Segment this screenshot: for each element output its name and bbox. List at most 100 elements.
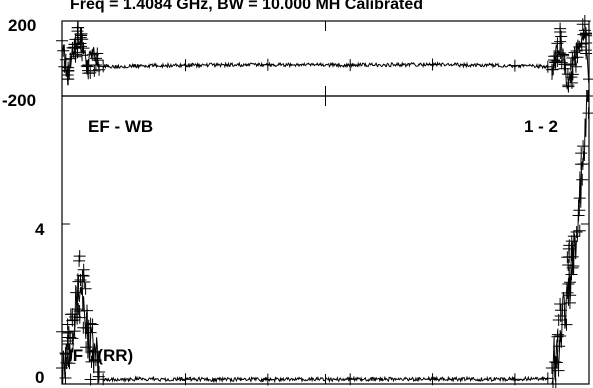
amplitude-scatter-0-26 bbox=[78, 276, 91, 289]
amplitude-scatter-2-5 bbox=[553, 340, 566, 353]
amplitude-scatter-0-16 bbox=[79, 282, 92, 295]
amplitude-scatter-0-0 bbox=[73, 250, 86, 263]
amplitude-scatter-2-6 bbox=[560, 318, 573, 331]
amplitude-scatter-0-38 bbox=[84, 326, 97, 339]
amplitude-scatter-2-31 bbox=[561, 251, 574, 264]
amplitude-scatter-0-9 bbox=[72, 303, 85, 316]
phase-scatter-2-6 bbox=[571, 51, 584, 64]
phase-scatter-0-39 bbox=[76, 33, 89, 46]
phase-scatter-2-23 bbox=[547, 63, 560, 76]
phase-trace-1 bbox=[102, 61, 549, 70]
amplitude-point-1-0 bbox=[97, 373, 110, 386]
phase-scatter-0-38 bbox=[64, 52, 77, 65]
amplitude-scatter-2-18 bbox=[555, 304, 568, 317]
amplitude-scatter-0-4 bbox=[59, 347, 72, 360]
amplitude-point-0-5 bbox=[86, 346, 99, 358]
amplitude-scatter-2-36 bbox=[562, 259, 575, 272]
amplitude-point-2-0 bbox=[545, 362, 558, 374]
phase-point-1-4 bbox=[426, 58, 439, 71]
phase-scatter-0-33 bbox=[91, 47, 104, 60]
amplitude-scatter-2-7 bbox=[573, 204, 586, 217]
phase-scatter-2-16 bbox=[555, 30, 568, 43]
phase-scatter-2-32 bbox=[548, 50, 561, 63]
amplitude-scatter-2-39 bbox=[567, 260, 580, 273]
amplitude-scatter-0-19 bbox=[70, 286, 83, 299]
phase-tick-label-bottom: -200 bbox=[2, 91, 36, 110]
amplitude-scatter-2-26 bbox=[550, 356, 563, 369]
amplitude-scatter-0-27 bbox=[56, 325, 69, 338]
phase-panel-frame bbox=[61, 20, 590, 97]
phase-scatter-0-19 bbox=[84, 66, 97, 79]
amplitude-scatter-0-31 bbox=[80, 304, 93, 317]
amplitude-scatter-2-0 bbox=[554, 297, 567, 310]
phase-scatter-2-34 bbox=[580, 29, 593, 42]
amplitude-scatter-2-38 bbox=[582, 107, 593, 120]
amplitude-point-1-4 bbox=[426, 373, 439, 386]
amplitude-scatter-0-34 bbox=[60, 348, 73, 361]
amplitude-scatter-0-22 bbox=[73, 311, 86, 324]
phase-scatter-2-11 bbox=[566, 51, 579, 64]
amplitude-scatter-0-13 bbox=[77, 321, 90, 334]
phase-scatter-2-24 bbox=[558, 62, 571, 75]
phase-point-1-1 bbox=[179, 59, 192, 72]
phase-scatter-0-21 bbox=[72, 21, 85, 34]
phase-scatter-2-29 bbox=[551, 37, 564, 50]
amplitude-scatter-2-27 bbox=[573, 224, 586, 237]
amplitude-scatter-0-37 bbox=[68, 325, 81, 338]
amplitude-scatter-2-30 bbox=[565, 235, 578, 248]
amplitude-scatter-0-20 bbox=[63, 357, 76, 370]
amplitude-scatter-2-29 bbox=[576, 173, 589, 186]
amplitude-scatter-2-3 bbox=[565, 268, 578, 281]
phase-scatter-2-39 bbox=[565, 76, 578, 89]
amplitude-scatter-0-25 bbox=[66, 332, 79, 345]
phase-scatter-0-28 bbox=[74, 40, 87, 53]
phase-scatter-2-35 bbox=[578, 15, 591, 27]
phase-scatter-2-30 bbox=[573, 40, 586, 53]
phase-marks bbox=[56, 15, 593, 97]
phase-panel: 200 -200 bbox=[2, 15, 593, 110]
amplitude-scatter-2-33 bbox=[567, 230, 580, 243]
phase-scatter-2-33 bbox=[555, 56, 568, 69]
amplitude-scatter-0-11 bbox=[59, 371, 72, 384]
amplitude-scatter-2-15 bbox=[549, 378, 562, 388]
amplitude-point-1-5 bbox=[508, 373, 521, 386]
baseline-annotation: EF - WB bbox=[88, 117, 153, 136]
amplitude-scatter-0-2 bbox=[76, 269, 89, 282]
amplitude-tick-label-0: 0 bbox=[35, 368, 44, 387]
amplitude-scatter-2-19 bbox=[577, 140, 590, 153]
phase-point-1-5 bbox=[508, 59, 521, 72]
amplitude-scatter-2-37 bbox=[564, 289, 577, 302]
phase-scatter-2-20 bbox=[579, 44, 592, 57]
phase-scatter-2-31 bbox=[575, 37, 588, 50]
amplitude-scatter-2-34 bbox=[573, 192, 586, 205]
amplitude-scatter-0-17 bbox=[89, 354, 102, 367]
amplitude-trace-1 bbox=[102, 375, 549, 384]
amplitude-scatter-2-2 bbox=[572, 209, 585, 222]
phase-point-1-3 bbox=[344, 59, 357, 72]
amplitude-scatter-0-33 bbox=[66, 314, 79, 327]
chart-title: Freq = 1.4084 GHz, BW = 10.000 MH Calibr… bbox=[70, 0, 423, 13]
amplitude-scatter-2-35 bbox=[552, 364, 565, 377]
amplitude-point-1-1 bbox=[179, 373, 192, 386]
amplitude-scatter-2-13 bbox=[575, 147, 588, 160]
amplitude-point-1-6 bbox=[541, 372, 554, 385]
phase-scatter-2-36 bbox=[576, 18, 589, 31]
amplitude-scatter-2-28 bbox=[564, 276, 577, 289]
amplitude-scatter-2-21 bbox=[561, 286, 574, 299]
phase-point-1-2 bbox=[261, 58, 274, 71]
phase-scatter-2-38 bbox=[562, 79, 575, 92]
phase-scatter-2-37 bbox=[565, 57, 578, 70]
phase-point-1-0 bbox=[97, 60, 110, 73]
amplitude-scatter-0-39 bbox=[77, 269, 90, 282]
amplitude-scatter-2-20 bbox=[581, 90, 593, 102]
amplitude-scatter-0-23 bbox=[73, 254, 86, 267]
amplitude-scatter-0-32 bbox=[80, 341, 93, 354]
amplitude-point-1-2 bbox=[261, 373, 274, 386]
amplitude-trace-0 bbox=[62, 273, 100, 385]
amplitude-panel: 4 0 bbox=[35, 90, 593, 388]
phase-scatter-2-25 bbox=[554, 47, 567, 60]
if-annotation: IF 1(RR) bbox=[68, 346, 133, 365]
amplitude-point-1-3 bbox=[344, 373, 357, 386]
amplitude-tick-label-4: 4 bbox=[35, 220, 45, 239]
